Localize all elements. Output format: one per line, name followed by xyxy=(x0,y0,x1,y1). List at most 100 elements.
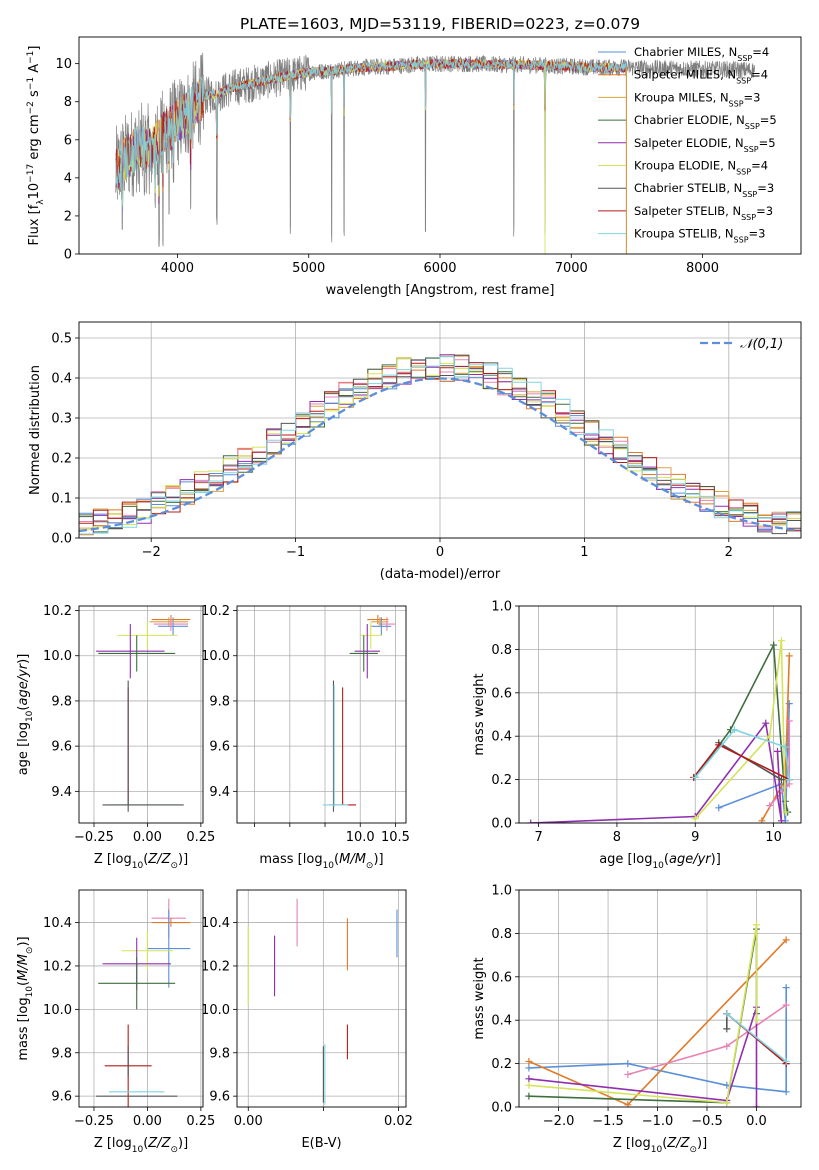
weight-vs-Z-xlabel-part: ⊙ xyxy=(689,1145,697,1155)
legend-entry-tail: =3 xyxy=(757,181,774,195)
age_vs_Z-panel: −0.25 0.00 0.259.49.69.810.010.2Z [log10(Z… xyxy=(16,604,215,871)
age_vs_mass-xtick-label: 10.5 xyxy=(381,830,410,845)
age-vs-Z-xlabel: Z [log10(Z/Z⊙)] xyxy=(94,852,188,871)
legend-entry-sub: SSP xyxy=(744,144,759,153)
legend-entry-tail: =4 xyxy=(752,45,769,59)
weight_vs_Z-ytick-label: 0.0 xyxy=(491,1101,512,1116)
mass-vs-Z-xlabel-part: Z [log xyxy=(94,1136,132,1151)
legend-entry-sub: SSP xyxy=(742,190,757,199)
mass_vs_Z-axes: −0.25 0.00 0.259.69.810.010.210.4Z [log10(… xyxy=(16,889,215,1155)
mass-vs-Z-xlabel-part: ( xyxy=(143,1136,148,1151)
age_vs_Z-xtick-label: 0.25 xyxy=(186,830,215,845)
age-vs-Z-xlabel-part: 10 xyxy=(132,861,144,871)
legend-entry-sub: SSP xyxy=(734,235,749,244)
weight_vs_age-series-marker xyxy=(785,652,793,660)
weight_vs_Z-series-marker xyxy=(782,984,790,992)
mass_vs_ebv-ytick-label: 9.8 xyxy=(209,1046,230,1061)
spectrum-ytick-label: 10 xyxy=(55,57,72,72)
weight_vs_age-series-marker xyxy=(527,819,535,823)
mass_vs_Z-ytick-label: 10.4 xyxy=(43,916,72,931)
residual_hist-ytick-label: 0.3 xyxy=(51,412,72,427)
weight-vs-Z-xlabel-part: ( xyxy=(662,1136,667,1151)
age-vs-mass-xlabel-part: ⊙ xyxy=(366,861,374,871)
weight_vs_Z-series-marker xyxy=(624,1070,632,1078)
weight_vs_age-ytick-label: 0.2 xyxy=(491,773,512,788)
residual_hist-xtick-label: 2 xyxy=(725,545,733,560)
residual_hist-frame xyxy=(78,321,802,539)
weight_vs_age-series-marker xyxy=(691,815,699,823)
weight_vs_age-grid xyxy=(519,605,801,824)
age-vs-Z-ylabel-part: ( xyxy=(16,706,31,711)
residual_hist-panel: −2 −1 0 1 2 0.0 0.1 0.2 0.3 0.4 0.5 (data-model)/er… xyxy=(28,321,802,582)
weight_vs_Z-series-marker xyxy=(782,1001,790,1009)
spectrum-ylabel-part: λ xyxy=(36,199,46,205)
weight_vs_Z-series-marker xyxy=(752,921,760,929)
mass-vs-Z-xlabel-part: Z/Z xyxy=(147,1136,171,1151)
mass_vs_Z-ytick-label: 9.6 xyxy=(51,1090,72,1105)
age_vs_Z-ytick-label: 9.4 xyxy=(51,785,72,800)
age-vs-Z-ylabel-part: age [log xyxy=(16,722,31,775)
legend-entry-label: Chabrier STELIB, N xyxy=(634,181,742,195)
spectrum-ylabel-part: 10 xyxy=(27,183,42,200)
age_vs_Z-frame xyxy=(78,605,204,824)
age_vs_Z-xtick-label: −0.25 xyxy=(74,830,114,845)
weight_vs_age-series-marker xyxy=(781,743,789,751)
mass-vs-Z-ylabel-part: 10 xyxy=(25,986,35,998)
legend-entry: Salpeter STELIB, NSSP=3 xyxy=(634,204,773,222)
age_vs_mass-grid xyxy=(237,606,406,823)
legend-entry-label: Chabrier MILES, N xyxy=(634,45,737,59)
mass_vs_Z-grid xyxy=(79,890,203,1107)
legend-entry: Salpeter ELODIE, NSSP=5 xyxy=(634,136,776,154)
residual_hist-xtick-label: 0 xyxy=(436,545,444,560)
weight_vs_Z-ytick-label: 0.2 xyxy=(491,1057,512,1072)
legend-entry: Kroupa STELIB, NSSP=3 xyxy=(634,227,765,245)
weight-vs-Z-xlabel-part: )] xyxy=(697,1136,707,1151)
mass-vs-Z-ylabel-part: M/M xyxy=(16,954,31,981)
legend-entry: Salpeter MILES, NSSP=4 xyxy=(634,68,768,86)
spectrum-model-line xyxy=(115,58,627,213)
spectrum-ytick-label: 2 xyxy=(64,209,72,224)
weight_vs_age-series-line xyxy=(530,721,783,823)
weight_vs_age-panel: 7 8 9 10 0.0 0.2 0.4 0.6 0.8 1.0 mass weight age [l… xyxy=(472,600,802,871)
weight_vs_age-axes: 7 8 9 10 0.0 0.2 0.4 0.6 0.8 1.0 mass weight age [l… xyxy=(472,600,802,871)
age_vs_Z-axes: −0.25 0.00 0.259.49.69.810.010.2Z [log10(Z… xyxy=(16,604,215,871)
mass-vs-Z-xlabel: Z [log10(Z/Z⊙)] xyxy=(94,1136,188,1155)
age-vs-mass-xlabel: mass [log10(M/M⊙)] xyxy=(259,852,383,871)
mass_vs_ebv-ytick-label: 10.0 xyxy=(201,1003,230,1018)
age_vs_mass-ytick-label: 9.8 xyxy=(209,694,230,709)
weight-vs-age-xlabel-part: age [log xyxy=(599,852,652,867)
age-vs-mass-xlabel-part: mass [log xyxy=(259,852,322,867)
mass_vs_Z-xtick-label: 0.00 xyxy=(133,1114,162,1129)
weight_vs_age-series-marker xyxy=(766,732,774,740)
legend-entry-tail: =4 xyxy=(751,68,768,82)
weight_vs_Z-ytick-label: 1.0 xyxy=(491,884,512,899)
spectrum-model-line xyxy=(115,57,627,213)
legend-entry-tail: =3 xyxy=(744,90,761,104)
weight_vs_Z-series-line xyxy=(528,1006,758,1107)
legend-entry-label: Salpeter STELIB, N xyxy=(634,204,741,218)
age_vs_mass-axes: 10.0 10.5 9.4 9.6 9.8 10.0 10.2 mass [log10(M/M… xyxy=(201,604,410,871)
legend-entry-label: Kroupa STELIB, N xyxy=(634,227,734,241)
age-vs-mass-xlabel-part: M/M xyxy=(339,852,366,867)
spectrum-plot-area xyxy=(115,52,756,254)
mass_vs_ebv-panel: 0.00 0.02 9.6 9.8 10.0 10.2 10.4 E(B-V) xyxy=(201,889,413,1151)
normal-pdf-curve xyxy=(79,377,799,533)
spectrum-ylabel-part: −1 xyxy=(26,77,36,90)
spectrum-axes: 4000 5000 6000 7000 8000 0 2 4 6 8 10 wavelength [A… xyxy=(26,36,802,298)
weight_vs_Z-series-line xyxy=(528,924,758,1104)
weight_vs_Z-xtick-label: −1.5 xyxy=(592,1114,624,1129)
weight_vs_Z-series-marker xyxy=(525,1057,533,1065)
weight_vs_Z-series-marker xyxy=(782,936,790,944)
weight_vs_age-xtick-label: 9 xyxy=(691,830,699,845)
age_vs_mass-panel: 10.0 10.5 9.4 9.6 9.8 10.0 10.2 mass [log10(M/M… xyxy=(201,604,410,871)
mass-vs-Z-ylabel-part: ( xyxy=(16,981,31,986)
spectrum-ylabel-part: A xyxy=(27,64,42,77)
spectrum-ytick-label: 0 xyxy=(64,248,72,263)
weight-vs-age-xlabel-part: ( xyxy=(664,852,669,867)
spectrum-ytick-label: 6 xyxy=(64,133,72,148)
weight_vs_age-ytick-label: 0.6 xyxy=(491,686,512,701)
spectrum-model-line xyxy=(115,58,627,203)
age_vs_Z-ytick-label: 9.8 xyxy=(51,694,72,709)
